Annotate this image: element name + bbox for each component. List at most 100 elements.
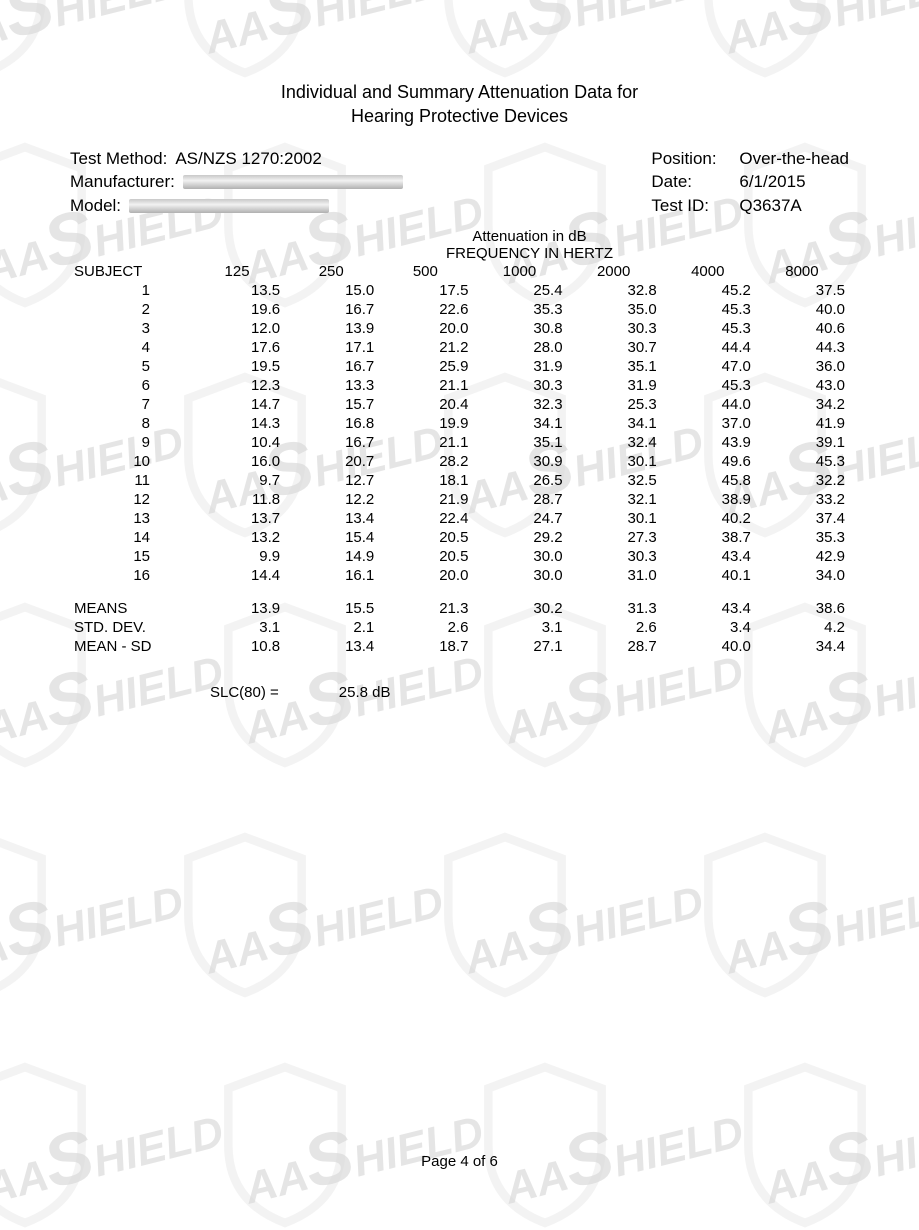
- subject-header: SUBJECT: [70, 262, 190, 281]
- test-method-label: Test Method:: [70, 147, 167, 171]
- cell-value: 31.0: [567, 566, 661, 585]
- summary-value: 40.0: [661, 637, 755, 656]
- cell-value: 36.0: [755, 357, 849, 376]
- cell-value: 24.7: [472, 509, 566, 528]
- subject-num: 11: [70, 471, 190, 490]
- cell-value: 13.5: [190, 281, 284, 300]
- cell-value: 42.9: [755, 547, 849, 566]
- test-id-label: Test ID:: [651, 194, 731, 218]
- table-row: 714.715.720.432.325.344.034.2: [70, 395, 849, 414]
- summary-value: 13.4: [284, 637, 378, 656]
- cell-value: 43.4: [661, 547, 755, 566]
- table-header-1: Attenuation in dB: [210, 228, 849, 245]
- data-table: SUBJECT1252505001000200040008000 113.515…: [70, 262, 849, 656]
- table-row: 612.313.321.130.331.945.343.0: [70, 376, 849, 395]
- subject-num: 13: [70, 509, 190, 528]
- subject-num: 2: [70, 300, 190, 319]
- cell-value: 32.3: [472, 395, 566, 414]
- position-value: Over-the-head: [739, 147, 849, 171]
- cell-value: 30.1: [567, 452, 661, 471]
- cell-value: 20.4: [378, 395, 472, 414]
- watermark-text: AASHIELD: [754, 1082, 919, 1220]
- summary-value: 30.2: [472, 599, 566, 618]
- watermark-text: AASHIELD: [194, 852, 450, 990]
- cell-value: 28.0: [472, 338, 566, 357]
- cell-value: 28.7: [472, 490, 566, 509]
- cell-value: 9.9: [190, 547, 284, 566]
- cell-value: 45.3: [661, 376, 755, 395]
- cell-value: 37.4: [755, 509, 849, 528]
- cell-value: 47.0: [661, 357, 755, 376]
- subject-num: 3: [70, 319, 190, 338]
- cell-value: 34.1: [472, 414, 566, 433]
- meta-block: Test Method: AS/NZS 1270:2002 Manufactur…: [70, 147, 849, 218]
- cell-value: 17.6: [190, 338, 284, 357]
- freq-header: 250: [284, 262, 378, 281]
- cell-value: 12.0: [190, 319, 284, 338]
- date-label: Date:: [651, 170, 731, 194]
- cell-value: 41.9: [755, 414, 849, 433]
- cell-value: 31.9: [472, 357, 566, 376]
- manufacturer-redacted: [183, 175, 403, 189]
- watermark-shield-icon: [170, 830, 320, 1000]
- freq-header: 4000: [661, 262, 755, 281]
- cell-value: 14.7: [190, 395, 284, 414]
- page-number: Page 4 of 6: [0, 1153, 919, 1170]
- subject-num: 8: [70, 414, 190, 433]
- cell-value: 32.1: [567, 490, 661, 509]
- table-row: 1413.215.420.529.227.338.735.3: [70, 528, 849, 547]
- cell-value: 12.2: [284, 490, 378, 509]
- manufacturer-label: Manufacturer:: [70, 170, 175, 194]
- freq-header: 8000: [755, 262, 849, 281]
- cell-value: 10.4: [190, 433, 284, 452]
- slc-value: 25.8 dB: [339, 684, 391, 701]
- table-header-2: FREQUENCY IN HERTZ: [210, 245, 849, 262]
- cell-value: 40.1: [661, 566, 755, 585]
- cell-value: 44.0: [661, 395, 755, 414]
- summary-value: 13.9: [190, 599, 284, 618]
- freq-header: 500: [378, 262, 472, 281]
- watermark-text: AASHIELD: [0, 852, 190, 990]
- cell-value: 39.1: [755, 433, 849, 452]
- summary-value: 2.6: [567, 618, 661, 637]
- subject-num: 1: [70, 281, 190, 300]
- cell-value: 40.0: [755, 300, 849, 319]
- cell-value: 14.3: [190, 414, 284, 433]
- subject-num: 15: [70, 547, 190, 566]
- subject-num: 12: [70, 490, 190, 509]
- cell-value: 35.3: [755, 528, 849, 547]
- cell-value: 40.2: [661, 509, 755, 528]
- cell-value: 35.0: [567, 300, 661, 319]
- summary-value: 2.6: [378, 618, 472, 637]
- cell-value: 31.9: [567, 376, 661, 395]
- summary-value: 3.1: [190, 618, 284, 637]
- cell-value: 40.6: [755, 319, 849, 338]
- cell-value: 13.9: [284, 319, 378, 338]
- cell-value: 32.4: [567, 433, 661, 452]
- cell-value: 16.7: [284, 300, 378, 319]
- cell-value: 45.3: [661, 319, 755, 338]
- cell-value: 29.2: [472, 528, 566, 547]
- cell-value: 32.2: [755, 471, 849, 490]
- subject-num: 5: [70, 357, 190, 376]
- cell-value: 16.8: [284, 414, 378, 433]
- cell-value: 35.1: [472, 433, 566, 452]
- summary-value: 34.4: [755, 637, 849, 656]
- table-row: 1211.812.221.928.732.138.933.2: [70, 490, 849, 509]
- subject-num: 10: [70, 452, 190, 471]
- watermark-shield-icon: [690, 830, 840, 1000]
- test-method-value: AS/NZS 1270:2002: [175, 147, 321, 171]
- summary-value: 43.4: [661, 599, 755, 618]
- summary-value: 21.3: [378, 599, 472, 618]
- cell-value: 22.4: [378, 509, 472, 528]
- watermark-shield-icon: [210, 1060, 360, 1230]
- cell-value: 13.2: [190, 528, 284, 547]
- table-row: 1016.020.728.230.930.149.645.3: [70, 452, 849, 471]
- cell-value: 12.7: [284, 471, 378, 490]
- title-line1: Individual and Summary Attenuation Data …: [281, 82, 638, 102]
- cell-value: 21.2: [378, 338, 472, 357]
- summary-value: 18.7: [378, 637, 472, 656]
- cell-value: 22.6: [378, 300, 472, 319]
- cell-value: 20.0: [378, 319, 472, 338]
- cell-value: 44.4: [661, 338, 755, 357]
